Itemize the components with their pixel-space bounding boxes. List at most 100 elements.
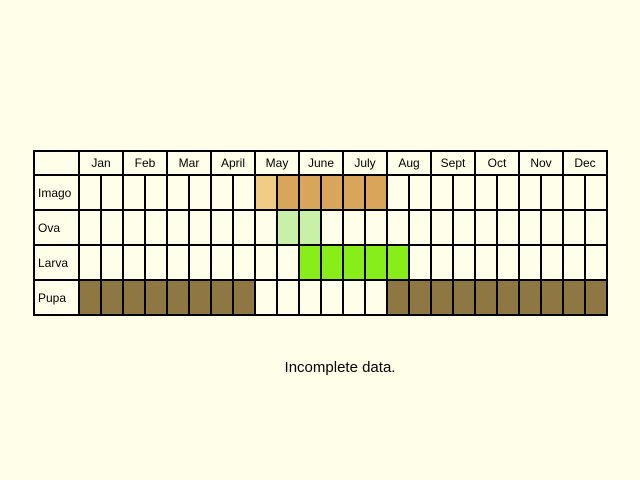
period-cell (210, 174, 234, 211)
period-cell (540, 209, 564, 246)
stage-row: Imago (33, 174, 608, 211)
period-cell (122, 174, 146, 211)
period-cell (518, 244, 542, 281)
stage-row: Pupa (33, 279, 608, 316)
period-cell (584, 209, 608, 246)
period-cell (232, 174, 256, 211)
period-cell (100, 244, 124, 281)
period-cell (254, 174, 278, 211)
period-cell (166, 279, 190, 316)
period-cell (320, 244, 344, 281)
period-cell (518, 209, 542, 246)
period-cell (452, 279, 476, 316)
period-cell (584, 174, 608, 211)
period-cell (232, 244, 256, 281)
period-cell (232, 209, 256, 246)
phenology-calendar: Jan Feb Mar April May June July Aug Sept Oct Nov De… (33, 150, 608, 316)
period-cell (562, 244, 586, 281)
month-header: Sept (430, 150, 476, 176)
period-cell (276, 244, 300, 281)
period-cell (166, 244, 190, 281)
period-cell (122, 209, 146, 246)
period-cell (496, 244, 520, 281)
period-cell (78, 244, 102, 281)
stage-label: Larva (33, 244, 80, 281)
period-cell (298, 279, 322, 316)
month-header: May (254, 150, 300, 176)
period-cell (364, 244, 388, 281)
period-cell (320, 174, 344, 211)
period-cell (364, 174, 388, 211)
period-cell (408, 279, 432, 316)
period-cell (188, 209, 212, 246)
period-cell (342, 279, 366, 316)
period-cell (408, 244, 432, 281)
period-cell (474, 209, 498, 246)
period-cell (540, 174, 564, 211)
period-cell (562, 174, 586, 211)
period-cell (364, 209, 388, 246)
period-cell (540, 279, 564, 316)
month-header-row: Jan Feb Mar April May June July Aug Sept Oct Nov De… (33, 150, 608, 176)
period-cell (386, 279, 410, 316)
period-cell (254, 244, 278, 281)
period-cell (342, 174, 366, 211)
period-cell (408, 174, 432, 211)
stage-label: Pupa (33, 279, 80, 316)
period-cell (430, 279, 454, 316)
month-header: Jan (78, 150, 124, 176)
period-cell (298, 174, 322, 211)
period-cell (166, 209, 190, 246)
period-cell (144, 209, 168, 246)
period-cell (210, 244, 234, 281)
period-cell (276, 279, 300, 316)
period-cell (78, 209, 102, 246)
period-cell (276, 209, 300, 246)
month-header: Oct (474, 150, 520, 176)
month-header: Feb (122, 150, 168, 176)
period-cell (298, 244, 322, 281)
period-cell (518, 279, 542, 316)
period-cell (210, 209, 234, 246)
period-cell (474, 279, 498, 316)
period-cell (144, 244, 168, 281)
period-cell (100, 279, 124, 316)
period-cell (452, 209, 476, 246)
period-cell (452, 174, 476, 211)
period-cell (386, 174, 410, 211)
period-cell (408, 209, 432, 246)
period-cell (430, 244, 454, 281)
period-cell (188, 174, 212, 211)
period-cell (78, 174, 102, 211)
month-header: July (342, 150, 388, 176)
month-header: Nov (518, 150, 564, 176)
period-cell (386, 244, 410, 281)
period-cell (320, 209, 344, 246)
period-cell (232, 279, 256, 316)
period-cell (254, 209, 278, 246)
period-cell (364, 279, 388, 316)
period-cell (430, 209, 454, 246)
period-cell (540, 244, 564, 281)
month-header: April (210, 150, 256, 176)
period-cell (584, 244, 608, 281)
stage-rows: Imago Ova Larva Pupa (33, 174, 608, 316)
month-header: Mar (166, 150, 212, 176)
period-cell (342, 209, 366, 246)
period-cell (562, 279, 586, 316)
period-cell (144, 279, 168, 316)
period-cell (474, 174, 498, 211)
stage-row: Ova (33, 209, 608, 246)
period-cell (78, 279, 102, 316)
period-cell (166, 174, 190, 211)
period-cell (210, 279, 234, 316)
period-cell (518, 174, 542, 211)
period-cell (562, 209, 586, 246)
period-cell (386, 209, 410, 246)
month-header: Aug (386, 150, 432, 176)
corner-cell (33, 150, 80, 176)
period-cell (122, 244, 146, 281)
period-cell (100, 209, 124, 246)
month-header: Dec (562, 150, 608, 176)
period-cell (496, 279, 520, 316)
